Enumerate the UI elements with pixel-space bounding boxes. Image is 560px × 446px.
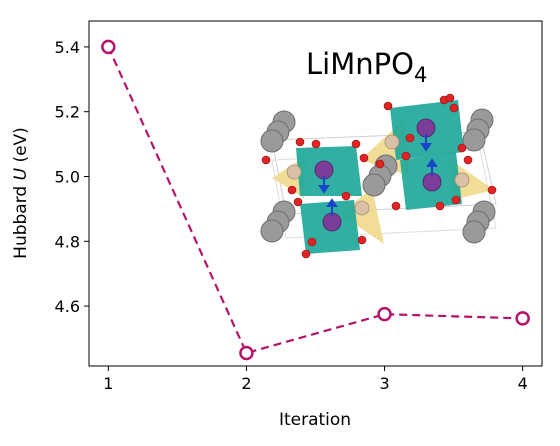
series-hubbard-u: [102, 41, 528, 359]
y-tick-label: 4.8: [55, 232, 80, 251]
data-point: [240, 347, 252, 359]
y-tick-label: 5.2: [55, 103, 80, 122]
crystal-structure-inset: [261, 94, 496, 258]
y-tick-label: 5.4: [55, 38, 80, 57]
y-axis-label: Hubbard U (eV): [11, 127, 31, 259]
data-point: [102, 41, 114, 53]
data-point: [379, 308, 391, 320]
y-tick-label: 4.6: [55, 297, 80, 316]
x-tick-label: 1: [103, 374, 113, 393]
x-tick-label: 2: [241, 374, 251, 393]
x-tick-label: 4: [518, 374, 528, 393]
x-tick-label: 3: [379, 374, 389, 393]
x-axis-label: Iteration: [279, 410, 351, 430]
compound-annotation: LiMnPO4: [306, 47, 427, 87]
y-tick-label: 5.0: [55, 167, 80, 186]
data-point: [517, 312, 529, 324]
